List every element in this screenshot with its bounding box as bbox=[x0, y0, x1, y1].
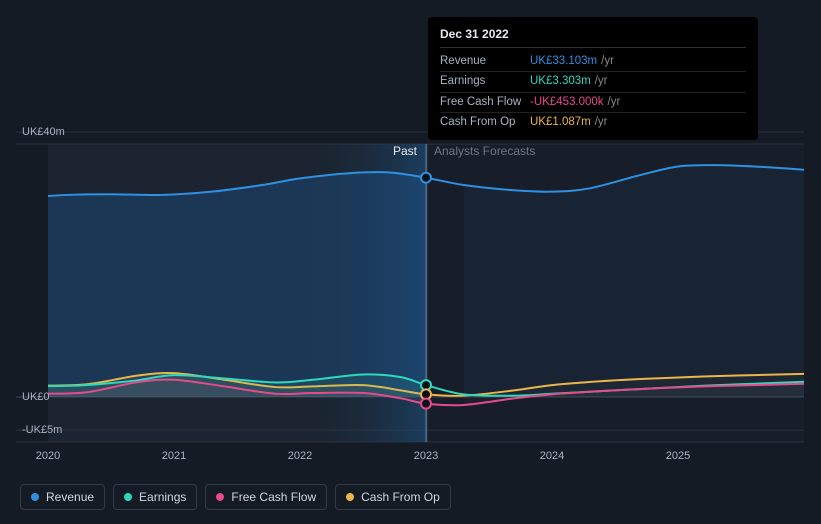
section-label-past: Past bbox=[393, 144, 417, 158]
tooltip-row-unit: /yr bbox=[595, 114, 608, 131]
tooltip-row-label: Cash From Op bbox=[440, 114, 530, 131]
x-axis-label: 2025 bbox=[666, 450, 690, 462]
tooltip-row-value: -UK£453.000k bbox=[530, 94, 604, 111]
legend-label: Revenue bbox=[46, 490, 94, 504]
legend-label: Earnings bbox=[139, 490, 186, 504]
y-axis-label: -UK£5m bbox=[22, 424, 62, 436]
legend-dot-icon bbox=[31, 493, 39, 501]
tooltip-row: RevenueUK£33.103m/yr bbox=[440, 52, 746, 71]
tooltip-date: Dec 31 2022 bbox=[440, 25, 746, 48]
legend-label: Cash From Op bbox=[361, 490, 440, 504]
legend-dot-icon bbox=[124, 493, 132, 501]
tooltip-row: EarningsUK£3.303m/yr bbox=[440, 71, 746, 91]
tooltip-row-label: Free Cash Flow bbox=[440, 94, 530, 111]
x-axis-label: 2020 bbox=[36, 450, 60, 462]
tooltip-row-unit: /yr bbox=[601, 53, 614, 70]
chart-legend: Revenue Earnings Free Cash Flow Cash From O… bbox=[20, 484, 451, 510]
tooltip-row-label: Earnings bbox=[440, 73, 530, 90]
x-axis-label: 2021 bbox=[162, 450, 186, 462]
hover-tooltip: Dec 31 2022 RevenueUK£33.103m/yrEarnings… bbox=[428, 17, 758, 140]
y-axis-label: UK£0 bbox=[22, 391, 50, 403]
tooltip-row-value: UK£3.303m bbox=[530, 73, 591, 90]
legend-label: Free Cash Flow bbox=[231, 490, 316, 504]
legend-item-earnings[interactable]: Earnings bbox=[113, 484, 197, 510]
tooltip-row: Free Cash Flow-UK£453.000k/yr bbox=[440, 92, 746, 112]
hover-marker-fcf bbox=[421, 399, 431, 409]
section-label-forecast: Analysts Forecasts bbox=[434, 144, 535, 158]
x-axis-label: 2023 bbox=[414, 450, 438, 462]
hover-marker-revenue bbox=[421, 173, 431, 183]
tooltip-row-unit: /yr bbox=[608, 94, 621, 111]
legend-dot-icon bbox=[216, 493, 224, 501]
x-axis-label: 2022 bbox=[288, 450, 312, 462]
y-axis-label: UK£40m bbox=[22, 126, 65, 138]
tooltip-row-label: Revenue bbox=[440, 53, 530, 70]
x-axis-label: 2024 bbox=[540, 450, 564, 462]
legend-item-revenue[interactable]: Revenue bbox=[20, 484, 105, 510]
tooltip-row-value: UK£33.103m bbox=[530, 53, 597, 70]
tooltip-row-value: UK£1.087m bbox=[530, 114, 591, 131]
tooltip-row-unit: /yr bbox=[595, 73, 608, 90]
legend-item-free-cash-flow[interactable]: Free Cash Flow bbox=[205, 484, 327, 510]
legend-dot-icon bbox=[346, 493, 354, 501]
tooltip-row: Cash From OpUK£1.087m/yr bbox=[440, 112, 746, 132]
legend-item-cash-from-op[interactable]: Cash From Op bbox=[335, 484, 451, 510]
